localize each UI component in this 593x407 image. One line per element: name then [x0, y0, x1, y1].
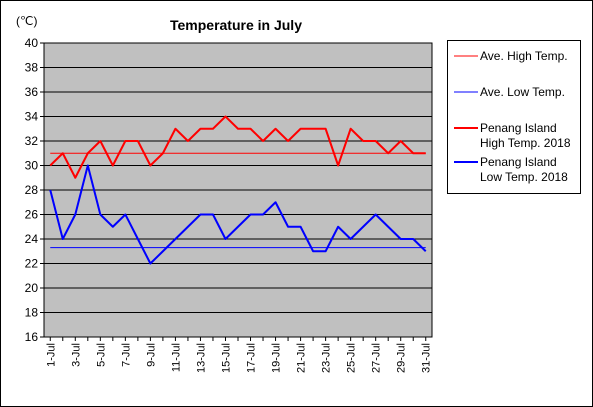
y-tick-label: 24: [25, 232, 39, 246]
y-axis: 16 18 20 22 24 26 28 30 32 34 36 38 40: [25, 36, 44, 344]
y-axis-unit: (℃): [16, 14, 37, 28]
x-tick-label: 9-Jul: [145, 343, 157, 367]
legend-label-2: Penang Island: [480, 121, 557, 135]
x-tick-label: 11-Jul: [170, 343, 182, 372]
x-tick-label: 3-Jul: [70, 343, 82, 367]
x-tick-label: 5-Jul: [95, 343, 107, 367]
y-tick-label: 38: [25, 61, 39, 75]
y-tick-label: 18: [25, 306, 39, 320]
legend-label-1: Ave. Low Temp.: [480, 85, 565, 99]
x-tick-label: 31-Jul: [421, 343, 433, 373]
x-tick-label: 23-Jul: [321, 343, 333, 373]
y-tick-label: 26: [25, 208, 39, 222]
x-tick-label: 13-Jul: [195, 343, 207, 373]
x-tick-label: 27-Jul: [371, 343, 383, 373]
x-tick-label: 1-Jul: [45, 343, 57, 367]
y-tick-label: 36: [25, 85, 39, 99]
legend-label-3: Low Temp. 2018: [480, 170, 568, 184]
chart-title: Temperature in July: [170, 17, 302, 33]
legend-box: [447, 40, 581, 194]
x-tick-label: 21-Jul: [296, 343, 308, 373]
legend: Ave. High Temp. Ave. Low Temp. Penang Isla…: [454, 49, 571, 184]
legend-label-3: Penang Island: [480, 155, 557, 169]
x-tick-label: 19-Jul: [271, 343, 283, 373]
y-tick-label: 16: [25, 330, 39, 344]
y-tick-label: 22: [25, 257, 39, 271]
x-tick-label: 25-Jul: [346, 343, 358, 373]
x-tick-label: 7-Jul: [120, 343, 132, 367]
y-tick-label: 28: [25, 183, 39, 197]
y-tick-label: 32: [25, 134, 39, 148]
legend-label-2: High Temp. 2018: [480, 136, 571, 150]
legend-label-0: Ave. High Temp.: [480, 49, 568, 63]
y-tick-label: 40: [25, 36, 39, 50]
y-tick-label: 30: [25, 159, 39, 173]
series-layer: [49, 115, 427, 265]
x-tick-label: 29-Jul: [396, 343, 408, 373]
x-tick-label: 15-Jul: [220, 343, 232, 373]
x-tick-label: 17-Jul: [246, 343, 258, 373]
x-axis: 1-Jul 3-Jul 5-Jul 7-Jul 9-Jul 11-Jul 13-Jul 15-…: [45, 337, 433, 373]
y-tick-label: 20: [25, 281, 39, 295]
y-tick-label: 34: [25, 110, 39, 124]
